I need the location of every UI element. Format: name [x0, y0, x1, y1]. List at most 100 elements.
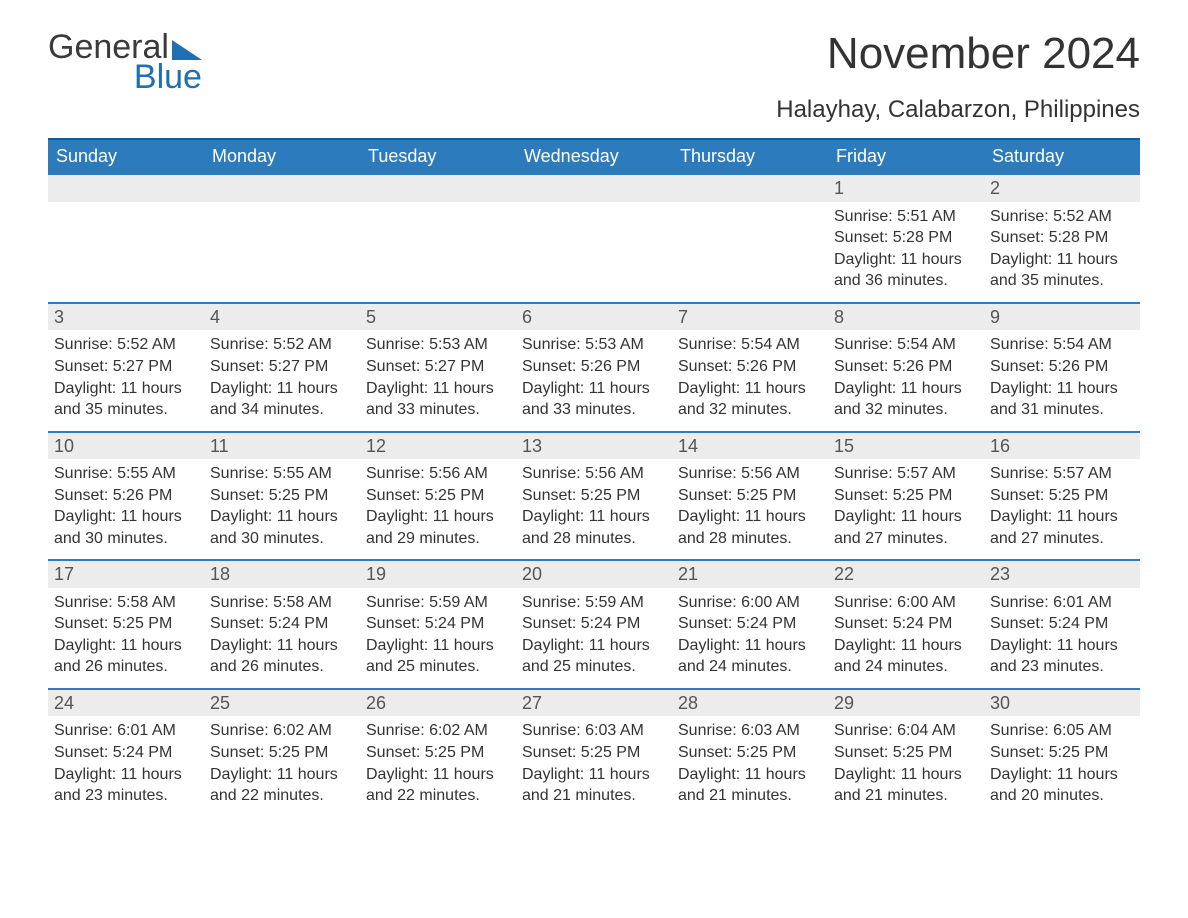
day-number: 5	[360, 304, 516, 330]
daylight-text: Daylight: 11 hours and 33 minutes.	[366, 378, 510, 421]
daylight-text: Daylight: 11 hours and 32 minutes.	[834, 378, 978, 421]
day-number: 27	[516, 690, 672, 716]
day-number: 23	[984, 561, 1140, 587]
day-number: 7	[672, 304, 828, 330]
day-cell: 20Sunrise: 5:59 AMSunset: 5:24 PMDayligh…	[516, 561, 672, 688]
daylight-text: Daylight: 11 hours and 35 minutes.	[990, 249, 1134, 292]
daylight-text: Daylight: 11 hours and 28 minutes.	[522, 506, 666, 549]
calendar: SundayMondayTuesdayWednesdayThursdayFrid…	[48, 138, 1140, 816]
sunset-text: Sunset: 5:25 PM	[210, 485, 354, 507]
daylight-text: Daylight: 11 hours and 24 minutes.	[834, 635, 978, 678]
title-block: November 2024 Halayhay, Calabarzon, Phil…	[776, 30, 1140, 124]
week-row: 17Sunrise: 5:58 AMSunset: 5:25 PMDayligh…	[48, 559, 1140, 688]
day-number	[204, 175, 360, 201]
daylight-text: Daylight: 11 hours and 21 minutes.	[522, 764, 666, 807]
weekday-header: Sunday	[48, 140, 204, 173]
sunset-text: Sunset: 5:28 PM	[990, 227, 1134, 249]
day-cell: 21 Sunrise: 6:00 AMSunset: 5:24 PMDayligh…	[672, 561, 828, 688]
sunrise-text: Sunrise: 5:58 AM	[210, 592, 354, 614]
sunset-text: Sunset: 5:25 PM	[210, 742, 354, 764]
day-number	[48, 175, 204, 201]
day-cell: 12Sunrise: 5:56 AMSunset: 5:25 PMDayligh…	[360, 433, 516, 560]
sunset-text: Sunset: 5:26 PM	[54, 485, 198, 507]
daylight-text: Daylight: 11 hours and 22 minutes.	[366, 764, 510, 807]
day-cell: 18 Sunrise: 5:58 AMSunset: 5:24 PMDayligh…	[204, 561, 360, 688]
daylight-text: Daylight: 11 hours and 25 minutes.	[522, 635, 666, 678]
day-cell-empty	[360, 175, 516, 302]
day-cell: 27Sunrise: 6:03 AMSunset: 5:25 PMDayligh…	[516, 690, 672, 817]
day-number: 15	[828, 433, 984, 459]
day-number: 9	[984, 304, 1140, 330]
sunset-text: Sunset: 5:24 PM	[366, 613, 510, 635]
sunrise-text: Sunrise: 5:51 AM	[834, 206, 978, 228]
day-number: 29	[828, 690, 984, 716]
day-cell: 9Sunrise: 5:54 AMSunset: 5:26 PMDaylight…	[984, 304, 1140, 431]
day-number: 11	[204, 433, 360, 459]
sunset-text: Sunset: 5:24 PM	[522, 613, 666, 635]
week-row: 3Sunrise: 5:52 AMSunset: 5:27 PMDaylight…	[48, 302, 1140, 431]
day-number: 22	[828, 561, 984, 587]
weekday-header: Saturday	[984, 140, 1140, 173]
daylight-text: Daylight: 11 hours and 36 minutes.	[834, 249, 978, 292]
sunrise-text: Sunrise: 5:59 AM	[522, 592, 666, 614]
sunset-text: Sunset: 5:25 PM	[366, 742, 510, 764]
location-subtitle: Halayhay, Calabarzon, Philippines	[776, 96, 1140, 124]
sunset-text: Sunset: 5:24 PM	[210, 613, 354, 635]
month-title: November 2024	[776, 30, 1140, 78]
daylight-text: Daylight: 11 hours and 26 minutes.	[210, 635, 354, 678]
day-cell: 3Sunrise: 5:52 AMSunset: 5:27 PMDaylight…	[48, 304, 204, 431]
day-cell: 23Sunrise: 6:01 AMSunset: 5:24 PMDayligh…	[984, 561, 1140, 688]
sunrise-text: Sunrise: 6:00 AM	[678, 592, 822, 614]
daylight-text: Daylight: 11 hours and 35 minutes.	[54, 378, 198, 421]
sunrise-text: Sunrise: 6:02 AM	[210, 720, 354, 742]
sunset-text: Sunset: 5:25 PM	[522, 485, 666, 507]
sunrise-text: Sunrise: 5:53 AM	[522, 334, 666, 356]
sunrise-text: Sunrise: 5:54 AM	[990, 334, 1134, 356]
day-number: 24	[48, 690, 204, 716]
weekday-header: Friday	[828, 140, 984, 173]
sunrise-text: Sunrise: 5:55 AM	[54, 463, 198, 485]
day-number: 19	[360, 561, 516, 587]
day-number: 14	[672, 433, 828, 459]
sunset-text: Sunset: 5:25 PM	[990, 742, 1134, 764]
sunrise-text: Sunrise: 5:52 AM	[54, 334, 198, 356]
daylight-text: Daylight: 11 hours and 27 minutes.	[834, 506, 978, 549]
sunset-text: Sunset: 5:26 PM	[834, 356, 978, 378]
day-cell: 15Sunrise: 5:57 AMSunset: 5:25 PMDayligh…	[828, 433, 984, 560]
day-cell: 30Sunrise: 6:05 AMSunset: 5:25 PMDayligh…	[984, 690, 1140, 817]
day-number: 12	[360, 433, 516, 459]
daylight-text: Daylight: 11 hours and 30 minutes.	[54, 506, 198, 549]
day-number: 4	[204, 304, 360, 330]
sunset-text: Sunset: 5:25 PM	[990, 485, 1134, 507]
sunset-text: Sunset: 5:24 PM	[678, 613, 822, 635]
header: General Blue November 2024 Halayhay, Cal…	[48, 30, 1140, 124]
sunrise-text: Sunrise: 5:58 AM	[54, 592, 198, 614]
day-number: 3	[48, 304, 204, 330]
day-number: 25	[204, 690, 360, 716]
sunrise-text: Sunrise: 6:05 AM	[990, 720, 1134, 742]
logo-text-blue: Blue	[120, 60, 202, 94]
day-cell: 17Sunrise: 5:58 AMSunset: 5:25 PMDayligh…	[48, 561, 204, 688]
day-number: 21	[672, 561, 828, 587]
day-cell: 6Sunrise: 5:53 AMSunset: 5:26 PMDaylight…	[516, 304, 672, 431]
daylight-text: Daylight: 11 hours and 28 minutes.	[678, 506, 822, 549]
daylight-text: Daylight: 11 hours and 27 minutes.	[990, 506, 1134, 549]
sunrise-text: Sunrise: 5:52 AM	[990, 206, 1134, 228]
day-cell: 14Sunrise: 5:56 AMSunset: 5:25 PMDayligh…	[672, 433, 828, 560]
day-cell: 24Sunrise: 6:01 AMSunset: 5:24 PMDayligh…	[48, 690, 204, 817]
daylight-text: Daylight: 11 hours and 23 minutes.	[990, 635, 1134, 678]
day-number: 6	[516, 304, 672, 330]
day-number: 18	[204, 561, 360, 587]
daylight-text: Daylight: 11 hours and 24 minutes.	[678, 635, 822, 678]
day-cell-empty	[672, 175, 828, 302]
sunrise-text: Sunrise: 5:54 AM	[678, 334, 822, 356]
day-number	[672, 175, 828, 201]
logo: General Blue	[48, 30, 202, 94]
day-number: 28	[672, 690, 828, 716]
day-number: 1	[828, 175, 984, 201]
day-cell-empty	[48, 175, 204, 302]
day-number	[516, 175, 672, 201]
daylight-text: Daylight: 11 hours and 21 minutes.	[678, 764, 822, 807]
week-row: 10Sunrise: 5:55 AMSunset: 5:26 PMDayligh…	[48, 431, 1140, 560]
sunrise-text: Sunrise: 5:55 AM	[210, 463, 354, 485]
